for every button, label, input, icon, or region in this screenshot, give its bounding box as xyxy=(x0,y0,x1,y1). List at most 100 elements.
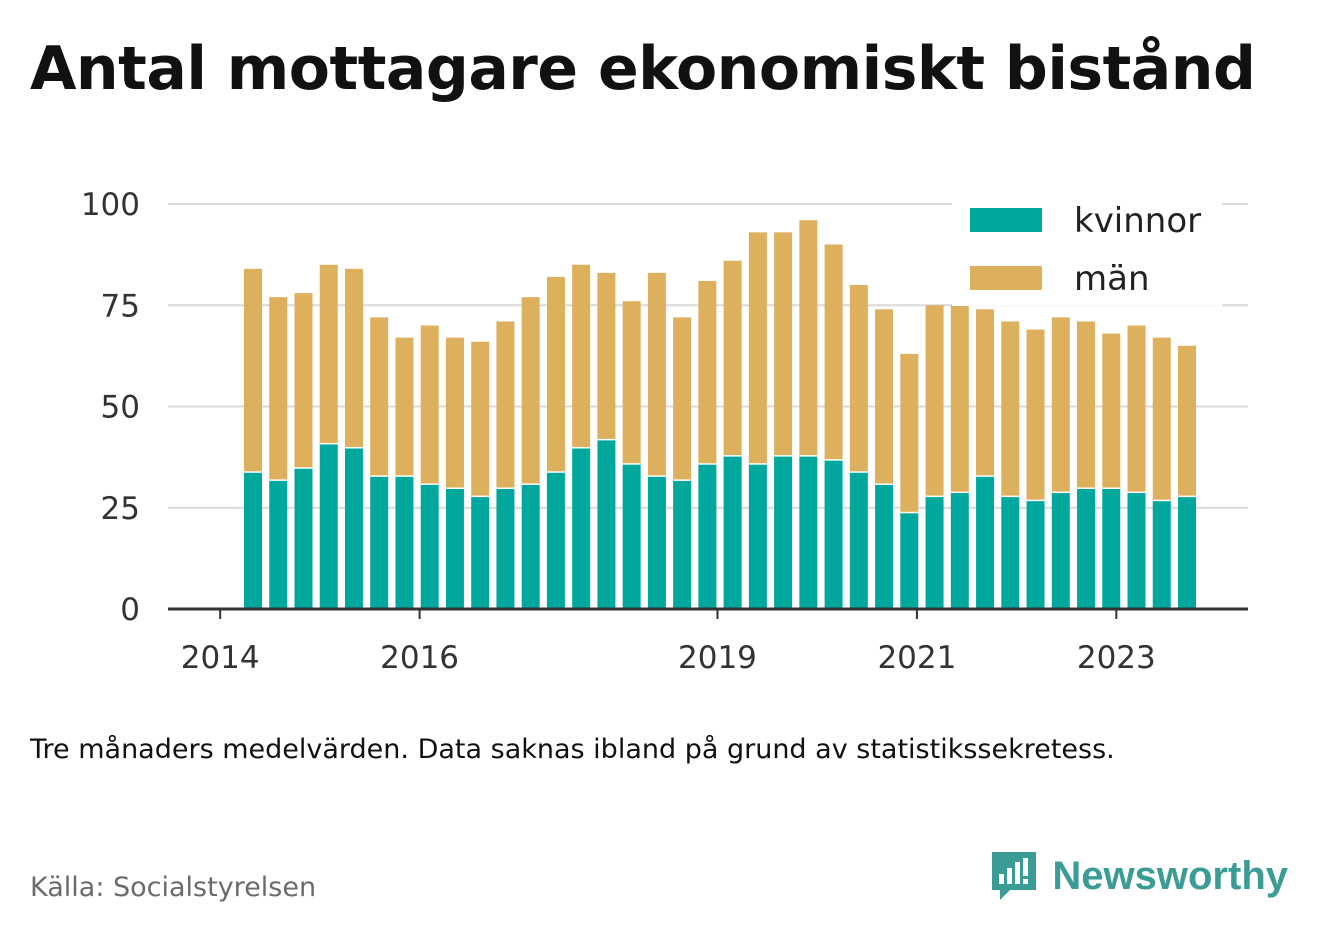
axis-layer: 0 25 50 75 100 2014 2016 2019 2021 2023 xyxy=(81,187,1248,676)
bar-man xyxy=(344,268,363,447)
bar-kvinnor xyxy=(774,455,793,609)
bar-man xyxy=(471,341,490,496)
y-tick-label: 0 xyxy=(120,592,140,628)
bar-kvinnor xyxy=(294,467,313,609)
bar-man xyxy=(1152,337,1171,500)
bar-man xyxy=(976,309,995,476)
bar-kvinnor xyxy=(875,483,894,609)
bar-kvinnor xyxy=(1102,487,1121,609)
bars-layer xyxy=(244,220,1196,609)
x-tick-label: 2014 xyxy=(181,640,260,676)
bar-separator xyxy=(875,481,894,485)
legend-swatch-man xyxy=(970,266,1042,290)
bar-man xyxy=(521,297,540,484)
bar-kvinnor xyxy=(1152,499,1171,609)
bar-man xyxy=(319,264,338,443)
y-tick-label: 75 xyxy=(101,288,140,324)
bar-separator xyxy=(976,473,995,477)
bar-man xyxy=(1001,321,1020,496)
source-credit: Källa: Socialstyrelsen xyxy=(30,872,317,903)
bar-kvinnor xyxy=(698,463,717,609)
chart-note: Tre månaders medelvärden. Data saknas ib… xyxy=(30,734,1115,765)
legend-swatch-kvinnor xyxy=(970,208,1042,232)
bar-man xyxy=(370,317,389,476)
bar-kvinnor xyxy=(445,487,464,609)
bar-kvinnor xyxy=(420,483,439,609)
bar-kvinnor xyxy=(799,455,818,609)
legend-label-kvinnor: kvinnor xyxy=(1074,201,1201,241)
bar-man xyxy=(420,325,439,484)
x-tick-label: 2023 xyxy=(1077,640,1156,676)
bar-separator xyxy=(395,473,414,477)
bar-kvinnor xyxy=(849,471,868,609)
bar-man xyxy=(774,232,793,456)
bar-man xyxy=(875,309,894,484)
legend-label-man: män xyxy=(1074,259,1150,299)
bar-man xyxy=(925,305,944,496)
bar-separator xyxy=(799,453,818,457)
bar-man xyxy=(269,297,288,480)
stacked-bar-chart: 0 25 50 75 100 2014 2016 2019 2021 2023 kvinnor mä… xyxy=(81,187,1248,676)
bar-kvinnor xyxy=(244,471,262,609)
bar-man xyxy=(698,280,717,464)
bar-man xyxy=(546,276,565,472)
bar-kvinnor xyxy=(496,487,515,609)
y-tick-label: 100 xyxy=(81,187,140,223)
bar-kvinnor xyxy=(1026,499,1045,609)
bar-kvinnor xyxy=(521,483,540,609)
bar-kvinnor xyxy=(1001,495,1020,609)
bar-kvinnor xyxy=(1077,487,1096,609)
bar-kvinnor xyxy=(950,491,969,609)
bar-man xyxy=(673,317,692,480)
bar-man xyxy=(824,244,843,460)
bar-man xyxy=(496,321,515,488)
y-tick-label: 50 xyxy=(101,390,140,426)
bar-man xyxy=(445,337,464,488)
bar-man xyxy=(799,220,818,456)
bar-man xyxy=(1026,329,1045,500)
bar-chart-bubble-icon xyxy=(992,852,1037,900)
bar-kvinnor xyxy=(1051,491,1070,609)
bar-man xyxy=(849,285,868,472)
bar-kvinnor xyxy=(1178,495,1196,609)
bar-man xyxy=(647,272,666,476)
bar-man xyxy=(748,232,767,464)
bar-kvinnor xyxy=(319,442,338,609)
bar-kvinnor xyxy=(344,447,363,609)
bar-kvinnor xyxy=(647,475,666,609)
bar-man xyxy=(1051,317,1070,492)
bar-man xyxy=(1102,333,1121,488)
bar-man xyxy=(1077,321,1096,488)
bar-man xyxy=(900,353,919,512)
bar-man xyxy=(1127,325,1146,492)
bar-kvinnor xyxy=(1127,491,1146,609)
x-tick-label: 2016 xyxy=(380,640,459,676)
bar-kvinnor xyxy=(748,463,767,609)
bar-kvinnor xyxy=(597,438,616,609)
bar-man xyxy=(1178,345,1196,496)
chart-title: Antal mottagare ekonomiskt bistånd xyxy=(30,34,1256,104)
bar-man xyxy=(723,260,742,456)
newsworthy-logo: Newsworthy xyxy=(988,848,1288,904)
bar-kvinnor xyxy=(471,495,490,609)
bar-kvinnor xyxy=(900,511,919,609)
bar-man xyxy=(395,337,414,476)
bar-kvinnor xyxy=(572,447,591,609)
y-tick-label: 25 xyxy=(101,491,140,527)
bar-kvinnor xyxy=(824,459,843,609)
bar-kvinnor xyxy=(925,495,944,609)
bar-kvinnor xyxy=(622,463,641,609)
bar-man xyxy=(294,293,313,468)
bar-kvinnor xyxy=(723,455,742,609)
bar-kvinnor xyxy=(269,479,288,609)
legend: kvinnor män xyxy=(952,196,1222,306)
bar-separator xyxy=(370,473,389,477)
bar-man xyxy=(597,272,616,439)
bar-kvinnor xyxy=(370,475,389,609)
bar-man xyxy=(622,301,641,464)
bar-kvinnor xyxy=(673,479,692,609)
bar-kvinnor xyxy=(395,475,414,609)
x-tick-label: 2019 xyxy=(678,640,757,676)
bar-man xyxy=(572,264,591,447)
bar-man xyxy=(950,305,969,492)
